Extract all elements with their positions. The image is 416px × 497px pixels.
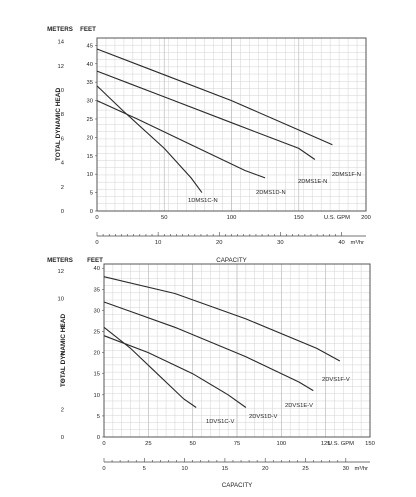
feet-tick-label: 30 (94, 308, 100, 314)
curve-label: 2DMS1D-N (256, 190, 286, 196)
meter-tick-label: 12 (58, 269, 64, 275)
feet-tick-label: 40 (94, 266, 100, 272)
y-axis-label: TOTAL DYNAMIC HEAD (55, 88, 62, 162)
feet-tick-label: 10 (94, 393, 100, 399)
curve-label: 2DMS1E-N (298, 179, 327, 185)
feet-tick-label: 40 (87, 62, 93, 68)
m3hr-unit-label: m³/hr (354, 466, 368, 472)
gpm-tick-label: 75 (234, 441, 240, 447)
meter-tick-label: 8 (61, 324, 64, 330)
gpm-tick-label: 150 (365, 441, 375, 447)
chart-2: METERS FEET 0 2 4 6 8 10 12 0 5 10 15 20 25 30 35 40 TOTAL… (47, 257, 375, 489)
grid (96, 38, 367, 211)
m3hr-tick-label: 10 (181, 466, 187, 472)
m3hr-tick-label: 20 (216, 240, 222, 246)
meter-tick-label: 14 (58, 40, 65, 46)
m3hr-unit-label: m³/hr (350, 240, 364, 246)
curve-2dvs1d-v (103, 335, 247, 408)
m3hr-tick-label: 0 (102, 466, 105, 472)
feet-tick-label: 15 (94, 372, 100, 378)
gpm-tick-label: 0 (95, 215, 98, 221)
feet-tick-label: 5 (90, 191, 93, 197)
m3hr-tick-label: 30 (277, 240, 283, 246)
meter-tick-label: 10 (58, 88, 64, 94)
meter-tick-label: 12 (58, 64, 64, 70)
curve-label: 2DVS1D-V (249, 414, 277, 420)
m3hr-tick-label: 30 (343, 466, 349, 472)
grid (103, 264, 371, 437)
gpm-tick-label: 100 (276, 441, 286, 447)
feet-tick-label: 20 (94, 351, 100, 357)
m3hr-tick-label: 10 (155, 240, 161, 246)
m3hr-tick-label: 40 (338, 240, 344, 246)
meter-tick-label: 4 (61, 161, 65, 167)
x-axis-label: CAPACITY (216, 257, 246, 264)
feet-tick-label: 25 (94, 330, 100, 336)
meter-tick-label: 6 (61, 352, 64, 358)
curve-2dvs1f-v (103, 276, 341, 362)
meters-axis-title: METERS (47, 26, 73, 33)
feet-tick-label: 35 (94, 287, 100, 293)
curve-2dms1f-n (96, 48, 333, 146)
feet-tick-label: 45 (87, 43, 93, 49)
curve-label: 2DVS1E-V (285, 403, 313, 409)
meters-axis-title: METERS (47, 257, 73, 264)
x-axis-label: CAPACITY (222, 482, 252, 489)
meter-tick-label: 10 (58, 297, 64, 303)
curve-label: 2DVS1F-V (322, 377, 350, 383)
feet-tick-label: 10 (87, 172, 93, 178)
gpm-tick-label: 50 (189, 441, 195, 447)
gpm-tick-label: 125 (321, 441, 331, 447)
gpm-unit-label: U.S. GPM (324, 215, 350, 221)
curve-label: 2DMS1F-N (332, 172, 361, 178)
m3hr-tick-label: 5 (143, 466, 146, 472)
meter-tick-label: 0 (61, 209, 64, 215)
feet-tick-label: 0 (97, 435, 100, 441)
meter-tick-label: 8 (61, 112, 64, 118)
gpm-tick-label: 50 (161, 215, 167, 221)
feet-tick-label: 20 (87, 135, 93, 141)
gpm-tick-label: 100 (227, 215, 237, 221)
curve-1dms1c-n (96, 85, 203, 193)
meter-tick-label: 0 (61, 435, 64, 441)
m3hr-tick-label: 25 (302, 466, 308, 472)
m3hr-tick-label: 15 (222, 466, 228, 472)
feet-axis-title: FEET (87, 257, 103, 264)
curve-2dms1e-n (96, 70, 316, 160)
curve-2dms1d-n (96, 100, 266, 179)
curve-label: 1DVS1C-V (206, 419, 234, 425)
gpm-tick-label: 200 (361, 215, 371, 221)
y-axis-label: TOTAL DYNAMIC HEAD (60, 314, 67, 388)
m3hr-tick-label: 0 (95, 240, 98, 246)
gpm-unit-label: U.S. GPM (328, 441, 354, 447)
m3hr-tick-label: 20 (262, 466, 268, 472)
meter-tick-label: 2 (61, 185, 64, 191)
curve-1dvs1c-v (103, 326, 197, 408)
plot-frame (96, 37, 367, 212)
feet-tick-label: 30 (87, 99, 93, 105)
meter-tick-label: 6 (61, 136, 64, 142)
feet-tick-label: 15 (87, 154, 93, 160)
feet-axis-title: FEET (80, 26, 96, 33)
chart-1: METERS FEET 0 2 4 6 8 10 12 14 0 5 10 15 20 25 30 35 40 45 T… (47, 26, 371, 264)
gpm-tick-label: 150 (294, 215, 304, 221)
meter-tick-label: 4 (61, 380, 65, 386)
curve-2dvs1e-v (103, 301, 314, 392)
feet-tick-label: 5 (97, 414, 100, 420)
meter-tick-label: 2 (61, 407, 64, 413)
gpm-tick-label: 0 (102, 441, 105, 447)
feet-tick-label: 0 (90, 209, 93, 215)
gpm-tick-label: 25 (145, 441, 151, 447)
plot-frame (103, 263, 371, 438)
feet-tick-label: 35 (87, 80, 93, 86)
curve-label: 1DMS1C-N (188, 198, 218, 204)
feet-tick-label: 25 (87, 117, 93, 123)
